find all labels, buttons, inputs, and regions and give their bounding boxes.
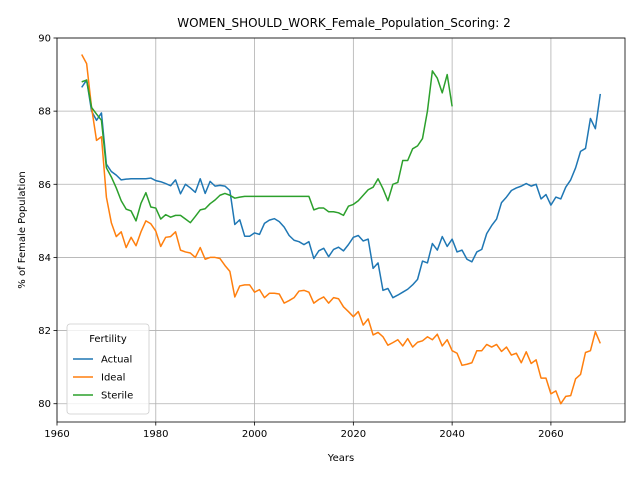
legend-label-sterile: Sterile <box>101 391 133 402</box>
y-tick-label: 84 <box>38 253 51 264</box>
y-tick-label: 86 <box>38 180 51 191</box>
y-tick-label: 82 <box>38 326 51 337</box>
x-tick-label: 1980 <box>143 429 168 440</box>
series-line-ideal <box>81 54 601 405</box>
x-tick-label: 2020 <box>341 429 366 440</box>
legend-label-actual: Actual <box>101 355 132 366</box>
y-axis-label: % of Female Population <box>17 171 28 288</box>
legend-label-ideal: Ideal <box>101 373 125 384</box>
x-tick-label: 2040 <box>439 429 464 440</box>
series-lines <box>81 54 602 405</box>
y-tick-label: 88 <box>38 107 51 118</box>
y-axis-ticks: 80 82 84 86 88 90 <box>38 34 57 410</box>
x-tick-label: 2000 <box>242 429 267 440</box>
chart-title: WOMEN_SHOULD_WORK_Female_Population_Scor… <box>177 16 511 30</box>
x-tick-label: 2060 <box>538 429 563 440</box>
series-line-sterile <box>81 70 453 224</box>
x-axis-ticks: 1960 1980 2000 2020 2040 2060 <box>44 422 564 440</box>
legend: Fertility Actual Ideal Sterile <box>66 323 150 415</box>
plot-area <box>57 38 625 422</box>
legend-box <box>66 323 150 415</box>
y-tick-label: 90 <box>38 34 51 45</box>
y-tick-label: 80 <box>38 399 51 410</box>
legend-title: Fertility <box>89 334 127 345</box>
x-tick-label: 1960 <box>44 429 69 440</box>
x-axis-label: Years <box>327 453 354 464</box>
series-line-actual <box>81 79 602 299</box>
plot-frame <box>56 37 626 423</box>
